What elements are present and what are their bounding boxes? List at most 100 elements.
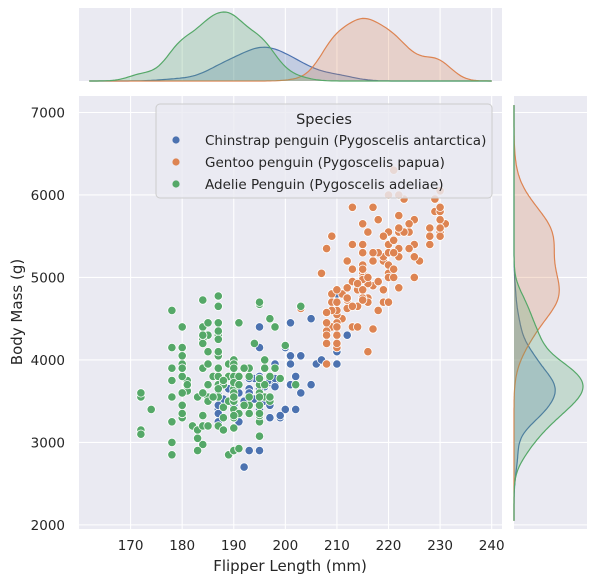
data-point-series-2 bbox=[178, 372, 186, 380]
data-point-series-2 bbox=[199, 389, 207, 397]
data-point-series-0 bbox=[276, 411, 284, 419]
data-point-series-1 bbox=[343, 284, 351, 292]
x-axis-label: Flipper Length (mm) bbox=[213, 557, 367, 575]
legend-marker-chinstrap bbox=[172, 136, 179, 143]
data-point-series-2 bbox=[235, 381, 243, 389]
data-point-series-1 bbox=[436, 203, 444, 211]
data-point-series-1 bbox=[364, 228, 372, 236]
data-point-series-2 bbox=[266, 393, 274, 401]
data-point-series-2 bbox=[193, 446, 201, 454]
data-point-series-2 bbox=[245, 409, 253, 417]
legend-label-chinstrap: Chinstrap penguin (Pygoscelis antarctica… bbox=[205, 133, 486, 149]
data-point-series-1 bbox=[322, 319, 330, 327]
data-point-series-0 bbox=[245, 446, 253, 454]
data-point-series-0 bbox=[307, 315, 315, 323]
data-point-series-1 bbox=[374, 277, 382, 285]
data-point-series-0 bbox=[292, 405, 300, 413]
data-point-series-2 bbox=[168, 376, 176, 384]
data-point-series-1 bbox=[333, 286, 341, 294]
data-point-series-2 bbox=[168, 451, 176, 459]
data-point-series-2 bbox=[214, 364, 222, 372]
data-point-series-2 bbox=[168, 306, 176, 314]
data-point-series-1 bbox=[384, 298, 392, 306]
data-point-series-2 bbox=[235, 444, 243, 452]
data-point-series-1 bbox=[359, 220, 367, 228]
data-point-series-1 bbox=[348, 265, 356, 273]
data-point-series-2 bbox=[230, 393, 238, 401]
data-point-series-0 bbox=[240, 463, 248, 471]
x-tick-label: 200 bbox=[272, 538, 298, 554]
data-point-series-2 bbox=[261, 364, 269, 372]
x-tick-label: 180 bbox=[169, 538, 195, 554]
data-point-series-2 bbox=[255, 298, 263, 306]
data-point-series-2 bbox=[266, 372, 274, 380]
data-point-series-2 bbox=[281, 341, 289, 349]
data-point-series-2 bbox=[168, 343, 176, 351]
data-point-series-2 bbox=[276, 374, 284, 382]
data-point-series-2 bbox=[178, 389, 186, 397]
data-point-series-2 bbox=[230, 424, 238, 432]
data-point-series-1 bbox=[359, 249, 367, 257]
data-point-series-2 bbox=[297, 302, 305, 310]
data-point-series-0 bbox=[255, 446, 263, 454]
data-point-series-2 bbox=[219, 414, 227, 422]
data-point-series-2 bbox=[245, 393, 253, 401]
data-point-series-1 bbox=[317, 269, 325, 277]
data-point-series-2 bbox=[178, 323, 186, 331]
data-point-series-2 bbox=[199, 296, 207, 304]
data-point-series-1 bbox=[322, 244, 330, 252]
data-point-series-0 bbox=[271, 383, 279, 391]
data-point-series-1 bbox=[353, 323, 361, 331]
data-point-series-2 bbox=[199, 339, 207, 347]
legend: Species Chinstrap penguin (Pygoscelis an… bbox=[156, 104, 492, 198]
x-tick-label: 240 bbox=[479, 538, 505, 554]
data-point-series-2 bbox=[219, 376, 227, 384]
data-point-series-0 bbox=[297, 352, 305, 360]
data-point-series-2 bbox=[255, 401, 263, 409]
data-point-series-1 bbox=[364, 273, 372, 281]
data-point-series-1 bbox=[390, 249, 398, 257]
data-point-series-2 bbox=[209, 393, 217, 401]
data-point-series-2 bbox=[255, 432, 263, 440]
data-point-series-0 bbox=[255, 323, 263, 331]
data-point-series-1 bbox=[379, 232, 387, 240]
data-point-series-2 bbox=[137, 389, 145, 397]
data-point-series-1 bbox=[436, 224, 444, 232]
data-point-series-2 bbox=[214, 302, 222, 310]
data-point-series-2 bbox=[204, 422, 212, 430]
data-point-series-1 bbox=[374, 216, 382, 224]
right-marginal-panel bbox=[514, 96, 587, 529]
data-point-series-1 bbox=[359, 286, 367, 294]
data-point-series-2 bbox=[137, 430, 145, 438]
y-tick-label: 6000 bbox=[31, 188, 65, 204]
legend-label-gentoo: Gentoo penguin (Pygoscelis papua) bbox=[205, 155, 445, 171]
data-point-series-1 bbox=[369, 257, 377, 265]
data-point-series-1 bbox=[333, 331, 341, 339]
x-tick-labels: 170 180 190 200 210 220 230 240 bbox=[118, 538, 505, 554]
data-point-series-1 bbox=[333, 298, 341, 306]
data-point-series-2 bbox=[214, 348, 222, 356]
y-tick-label: 3000 bbox=[31, 435, 65, 451]
data-point-series-2 bbox=[255, 374, 263, 382]
data-point-series-2 bbox=[214, 319, 222, 327]
data-point-series-2 bbox=[204, 348, 212, 356]
data-point-series-1 bbox=[322, 339, 330, 347]
data-point-series-1 bbox=[426, 232, 434, 240]
data-point-series-2 bbox=[230, 364, 238, 372]
data-point-series-2 bbox=[183, 381, 191, 389]
data-point-series-2 bbox=[292, 381, 300, 389]
data-point-series-2 bbox=[199, 411, 207, 419]
data-point-series-1 bbox=[369, 203, 377, 211]
data-point-series-1 bbox=[436, 232, 444, 240]
data-point-series-2 bbox=[178, 352, 186, 360]
data-point-series-1 bbox=[322, 360, 330, 368]
legend-title: Species bbox=[296, 112, 352, 128]
data-point-series-1 bbox=[390, 273, 398, 281]
data-point-series-2 bbox=[178, 343, 186, 351]
x-tick-label: 220 bbox=[376, 538, 402, 554]
data-point-series-1 bbox=[405, 220, 413, 228]
data-point-series-2 bbox=[214, 385, 222, 393]
data-point-series-1 bbox=[374, 306, 382, 314]
data-point-series-1 bbox=[333, 323, 341, 331]
